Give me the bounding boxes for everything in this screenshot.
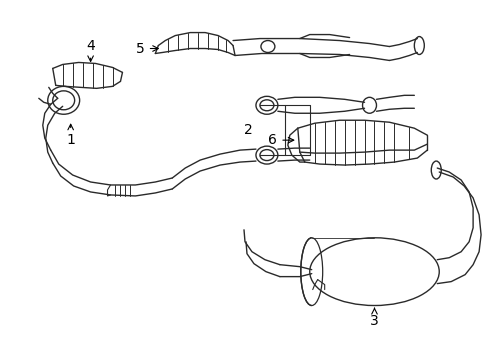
Text: 3: 3 [369,309,378,328]
Text: 4: 4 [86,39,95,62]
Text: 1: 1 [66,124,75,147]
Text: 5: 5 [136,41,158,55]
Text: 6: 6 [268,133,293,147]
Text: 2: 2 [243,123,252,137]
